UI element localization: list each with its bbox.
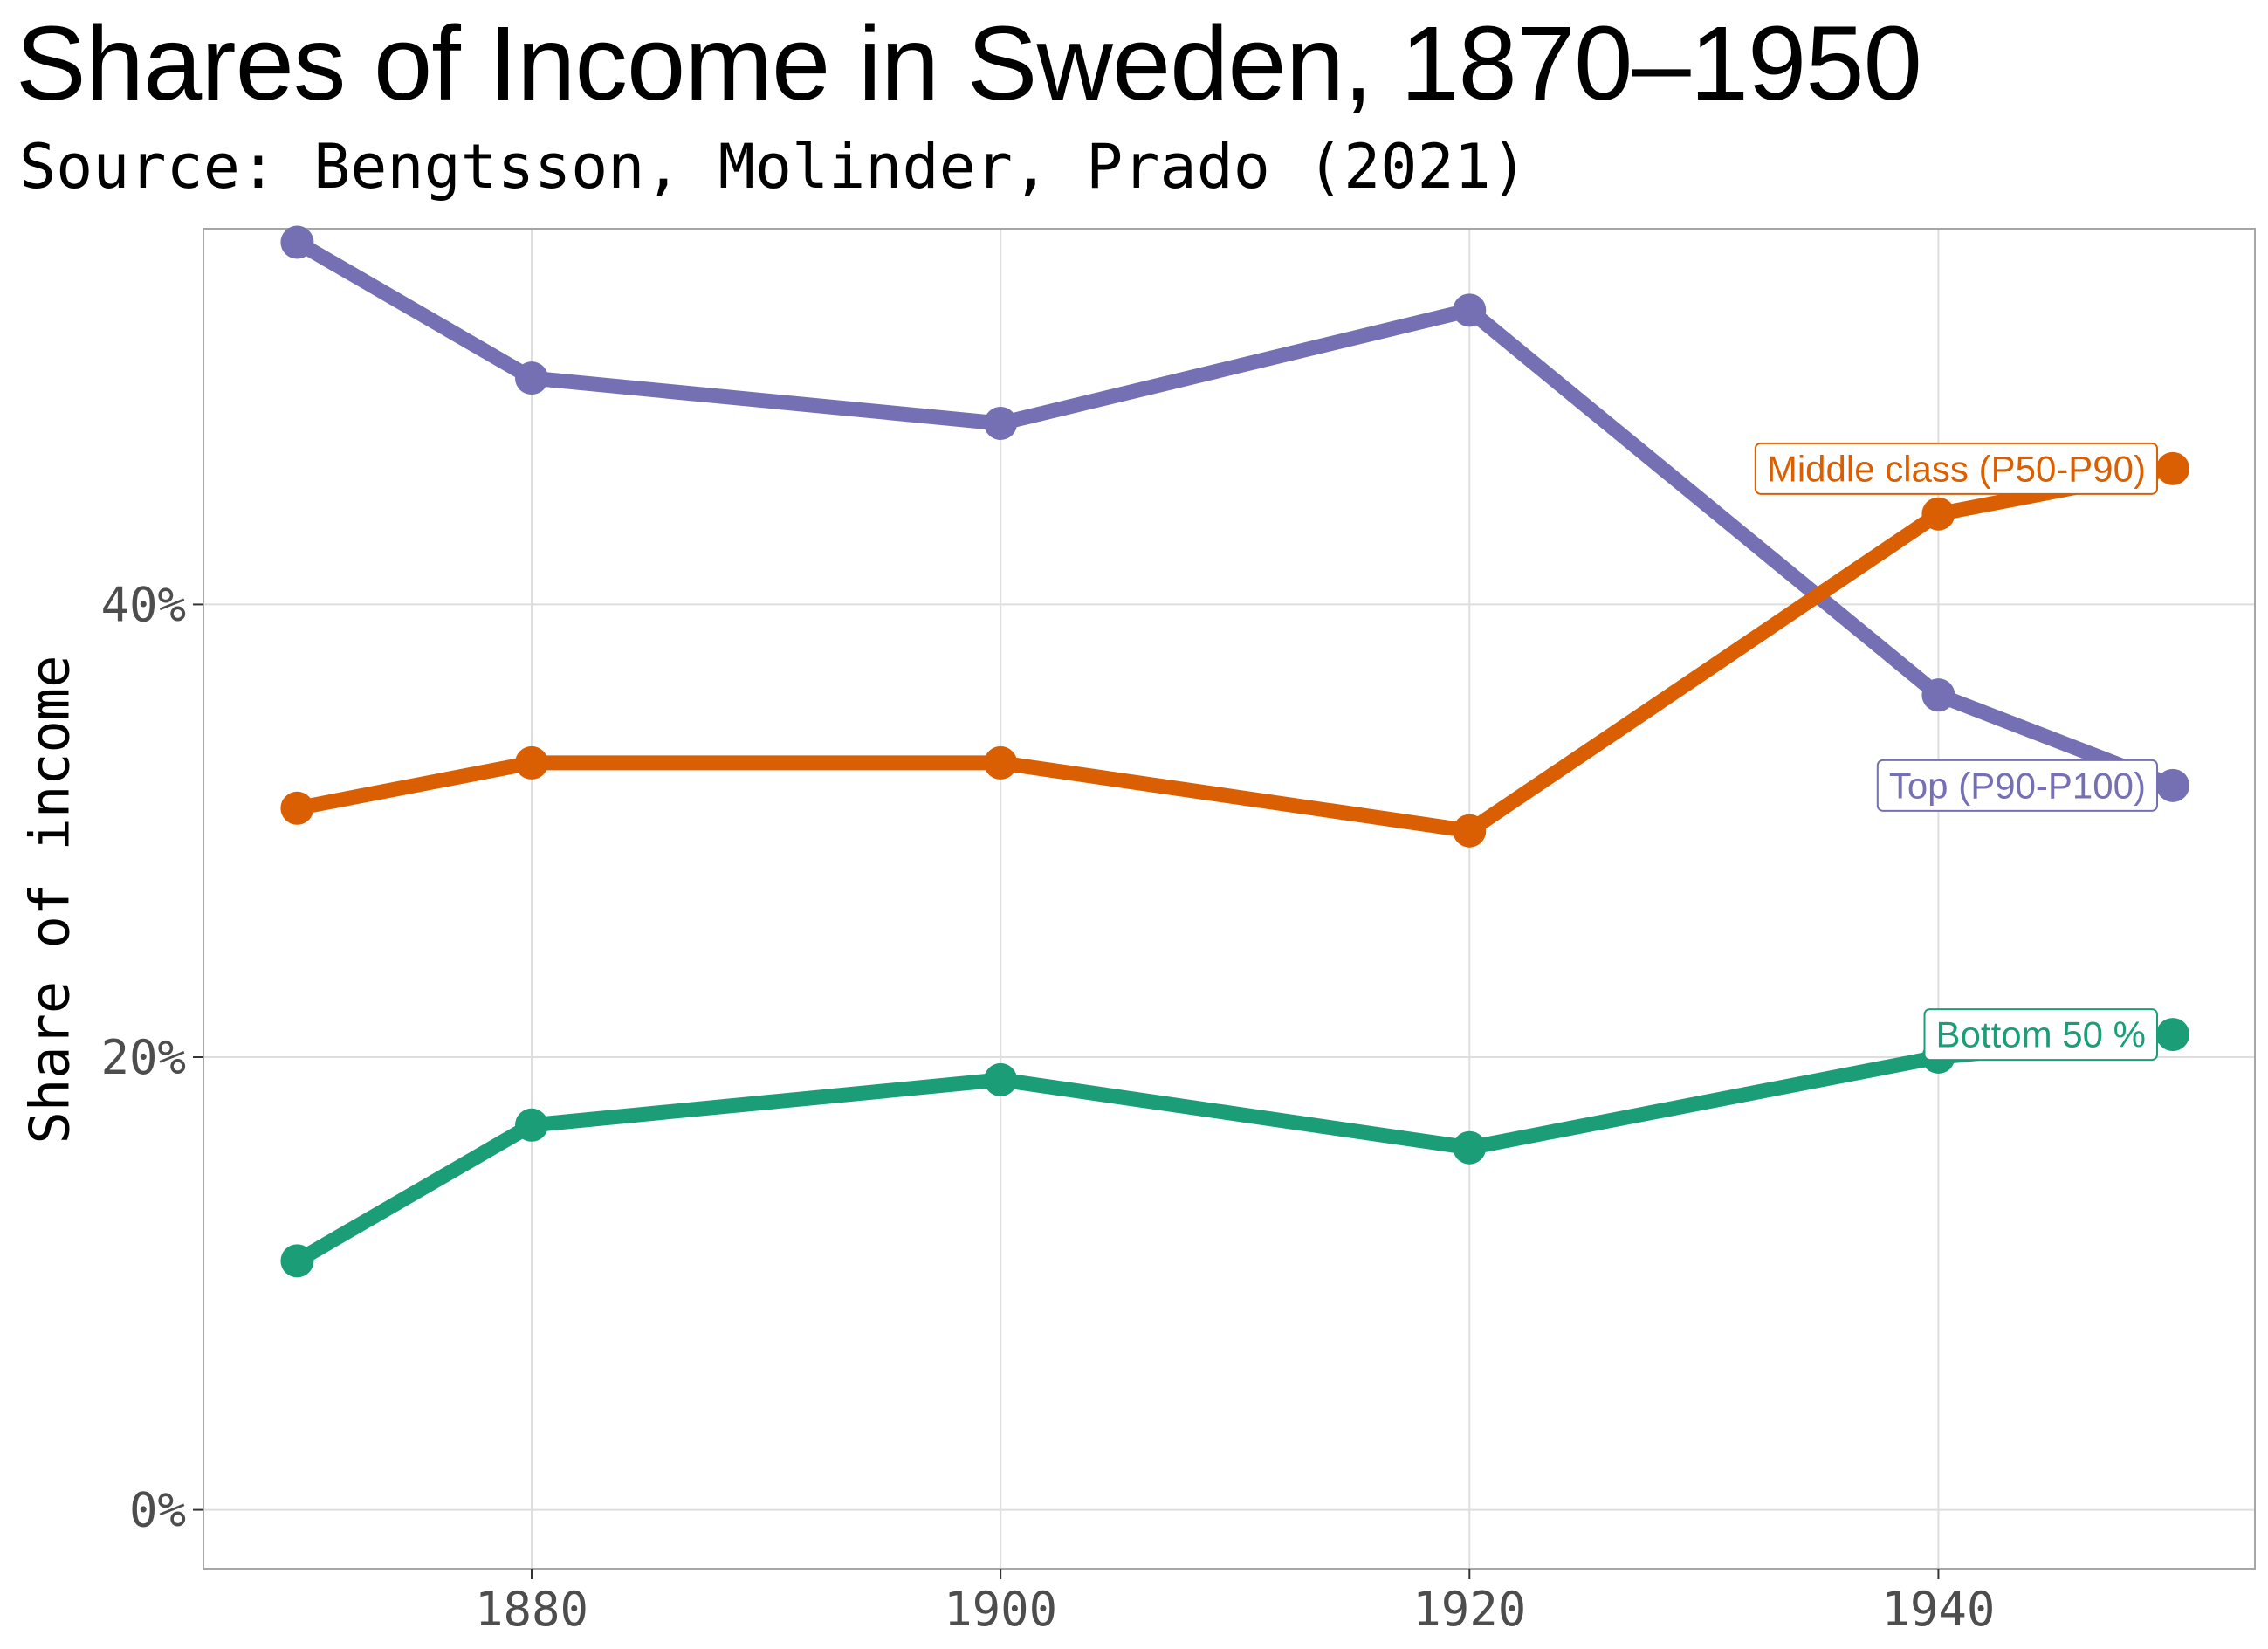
y-tick-label: 20% <box>100 1030 186 1085</box>
data-point-middle-class-p50-p90 <box>515 745 548 780</box>
data-point-middle-class-p50-p90 <box>1453 814 1487 848</box>
y-tick-label: 0% <box>129 1483 186 1538</box>
series-label-text: Top (P90-P100) <box>1889 765 2146 806</box>
data-point-bottom-50 <box>2156 1018 2189 1052</box>
data-point-middle-class-p50-p90 <box>984 745 1018 780</box>
series-label-box <box>1923 1008 2158 1062</box>
data-point-middle-class-p50-p90 <box>280 791 314 825</box>
x-tick-label: 1920 <box>1412 1582 1526 1637</box>
data-point-bottom-50 <box>984 1062 1018 1096</box>
series-label-top-p90-p100: Top (P90-P100) <box>1876 759 2158 812</box>
chart-title: Shares of Income in Sweden, 1870–1950 <box>16 3 1922 122</box>
y-axis-title: Share of income <box>18 656 82 1144</box>
series-line-bottom-50 <box>289 1027 2181 1268</box>
series-label-text: Bottom 50 % <box>1936 1014 2146 1055</box>
series-label-box <box>1876 759 2158 812</box>
data-point-top-p90-p100 <box>515 361 548 395</box>
series-label-bottom-50: Bottom 50 % <box>1923 1008 2158 1062</box>
data-point-bottom-50 <box>280 1244 314 1278</box>
y-tick-label: 40% <box>100 577 186 632</box>
series-labels: Top (P90-P100) Middle class (P50-P90) Bott… <box>1754 442 2158 1062</box>
chart-subtitle: Source: Bengtsson, Molinder, Prado (2021… <box>19 131 1528 203</box>
data-point-top-p90-p100 <box>2156 768 2189 802</box>
data-point-top-p90-p100 <box>1921 678 1955 712</box>
x-tick-label: 1880 <box>475 1582 588 1637</box>
plot-panel-border <box>203 228 2256 1570</box>
series-label-middle-class-p50-p90: Middle class (P50-P90) <box>1754 442 2158 495</box>
data-point-top-p90-p100 <box>1453 293 1487 327</box>
grid-lines <box>203 229 2255 1569</box>
series-lines <box>289 235 2181 1268</box>
series-line-top-p90-p100 <box>289 235 2181 794</box>
data-point-middle-class-p50-p90 <box>2156 451 2189 485</box>
data-point-top-p90-p100 <box>280 225 314 259</box>
data-point-bottom-50 <box>515 1108 548 1142</box>
x-tick-label: 1900 <box>944 1582 1057 1637</box>
data-point-middle-class-p50-p90 <box>1921 497 1955 531</box>
series-label-box <box>1754 442 2158 495</box>
axis-ticks: 0% 20% 40% 1880 1900 1920 1940 <box>100 577 1995 1637</box>
x-tick-label: 1940 <box>1881 1582 1995 1637</box>
series-label-text: Middle class (P50-P90) <box>1767 448 2146 489</box>
series-line-middle-class-p50-p90 <box>289 461 2181 839</box>
data-point-bottom-50 <box>1453 1130 1487 1165</box>
data-point-top-p90-p100 <box>984 406 1018 440</box>
